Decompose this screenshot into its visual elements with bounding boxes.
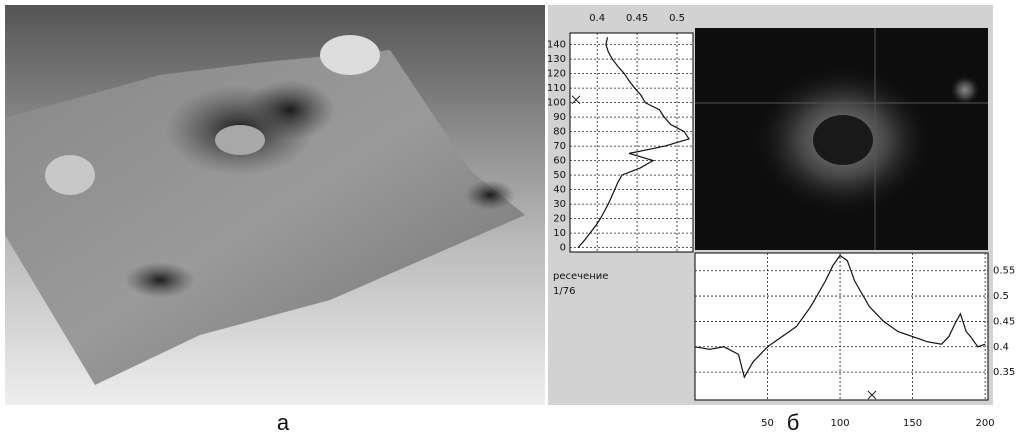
y-tick-label: 130	[547, 54, 566, 65]
figure: ресечение 1/76 а б 0.4 0.45 0.5 0 10 20 30 40 50…	[0, 0, 1021, 437]
heatmap	[695, 28, 988, 250]
panel-label: б	[787, 410, 800, 435]
y-tick-label: 120	[547, 69, 566, 80]
plot-area	[695, 253, 988, 400]
y-tick-label: 80	[553, 127, 566, 138]
x-tick-label: 50	[761, 418, 774, 429]
y-tick-label: 0.4	[993, 342, 1009, 353]
y-tick-label: 70	[553, 141, 566, 152]
y-tick-label: 100	[547, 98, 566, 109]
surface-render	[5, 5, 545, 405]
y-tick-label: 0.45	[993, 316, 1015, 327]
y-tick-label: 0.5	[993, 291, 1009, 302]
y-tick-label: 140	[547, 40, 566, 51]
y-tick-label: 110	[547, 83, 566, 94]
x-tick-label: 200	[976, 418, 995, 429]
y-tick-label: 60	[553, 156, 566, 167]
section-value: 1/76	[553, 286, 575, 297]
x-tick-label: 0.5	[669, 13, 685, 24]
panel-label: а	[277, 410, 290, 435]
x-tick-label: 100	[831, 418, 850, 429]
plot-area	[570, 33, 693, 252]
y-tick-label: 10	[553, 228, 566, 239]
y-tick-label: 90	[553, 112, 566, 123]
y-tick-label: 20	[553, 214, 566, 225]
y-tick-label: 50	[553, 170, 566, 181]
section-label: ресечение	[553, 271, 608, 282]
y-tick-label: 0.35	[993, 367, 1015, 378]
y-tick-label: 0	[560, 243, 566, 254]
y-tick-label: 0.55	[993, 266, 1015, 277]
x-tick-label: 0.4	[589, 13, 605, 24]
x-tick-label: 0.45	[626, 13, 648, 24]
y-tick-label: 30	[553, 199, 566, 210]
y-tick-label: 40	[553, 185, 566, 196]
x-tick-label: 150	[903, 418, 922, 429]
